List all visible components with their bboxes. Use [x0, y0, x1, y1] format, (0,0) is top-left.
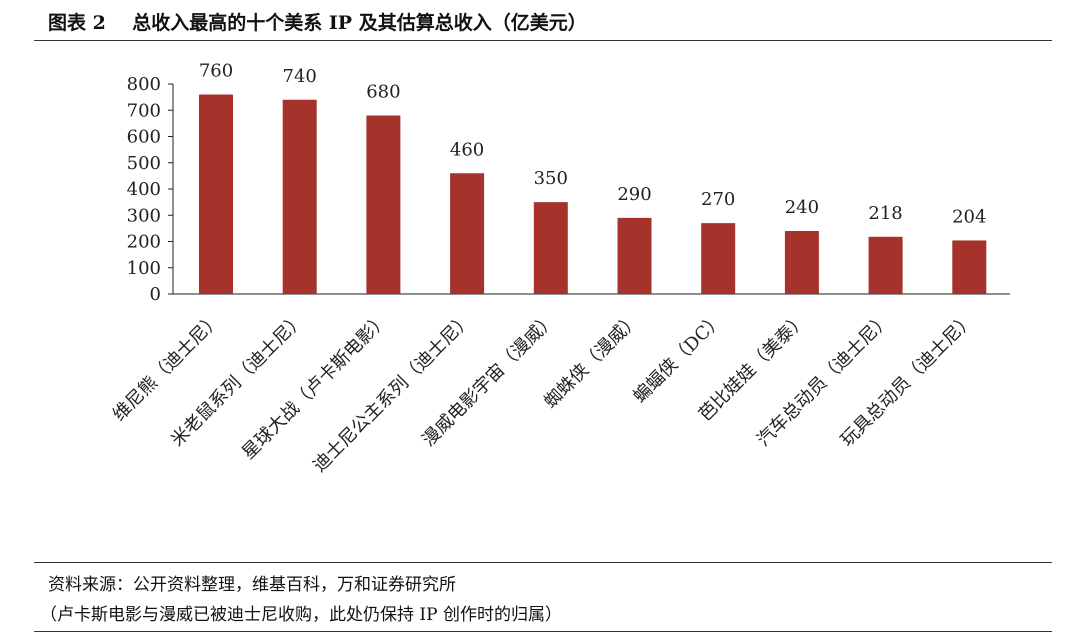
title-divider [34, 40, 1052, 41]
y-tick-label: 600 [127, 127, 161, 148]
bar [533, 202, 568, 294]
y-tick-label: 400 [127, 179, 161, 200]
y-tick-label: 500 [127, 153, 161, 174]
bar [450, 173, 485, 294]
bar [199, 94, 233, 294]
footer-divider [34, 562, 1052, 563]
data-label: 760 [199, 61, 233, 82]
data-label: 218 [868, 203, 902, 224]
attribution-note: （卢卡斯电影与漫威已被迪士尼收购，此处仍保持 IP 创作时的归属） [40, 605, 562, 625]
x-tick-label: 星球大战（卢卡斯电影） [238, 309, 393, 464]
chart-title: 图表 2 总收入最高的十个美系 IP 及其估算总收入（亿美元） [48, 12, 587, 34]
bottom-divider [34, 631, 1052, 632]
data-label: 460 [450, 139, 484, 160]
bar [952, 240, 987, 294]
bar [868, 236, 903, 294]
y-tick-label: 700 [127, 100, 161, 121]
y-tick-label: 200 [127, 232, 161, 253]
data-label: 290 [617, 184, 651, 205]
source-note: 资料来源：公开资料整理，维基百科，万和证券研究所 [48, 575, 456, 595]
y-tick-label: 300 [127, 205, 161, 226]
data-label: 680 [366, 82, 400, 103]
y-tick-label: 0 [150, 284, 161, 305]
bar [784, 231, 819, 294]
bar [617, 217, 652, 294]
bar [701, 223, 736, 294]
bar [282, 99, 317, 294]
data-label: 270 [701, 189, 735, 210]
bar [366, 115, 401, 294]
data-label: 740 [283, 66, 317, 87]
y-tick-label: 800 [127, 74, 161, 95]
bar-chart: 0100200300400500600700800760维尼熊（迪士尼）740米… [109, 61, 1010, 477]
data-label: 204 [952, 206, 986, 227]
x-tick-label: 迪士尼公主系列（迪士尼） [309, 309, 477, 477]
data-label: 240 [785, 197, 819, 218]
data-label: 350 [534, 168, 568, 189]
y-tick-label: 100 [127, 258, 161, 279]
